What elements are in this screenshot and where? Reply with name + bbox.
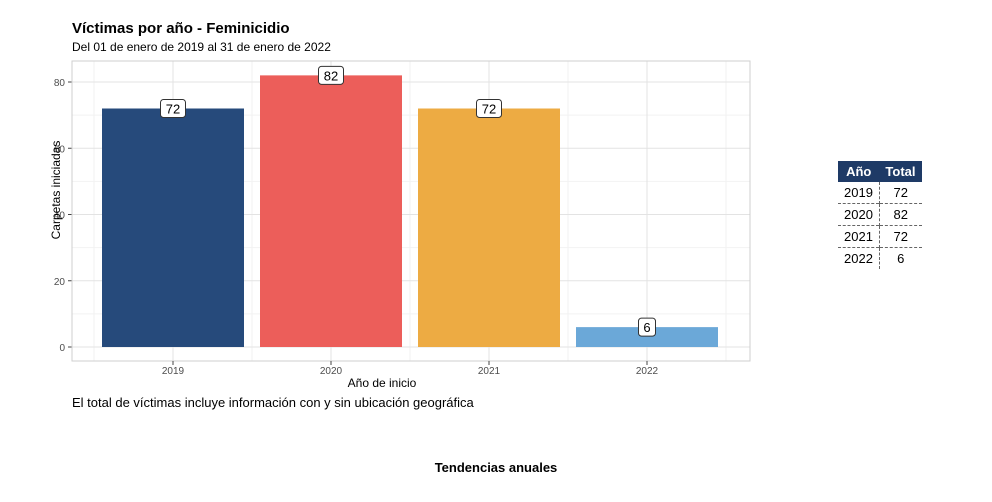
chart-title: Víctimas por año - Feminicidio <box>72 20 290 37</box>
summary-year: 2022 <box>838 247 880 269</box>
summary-row: 2020 82 <box>838 203 922 226</box>
summary-header-total: Total <box>879 161 922 182</box>
bar <box>260 75 402 347</box>
summary-year: 2020 <box>838 203 880 226</box>
x-tick-label: 2019 <box>162 366 185 377</box>
chart-caption: El total de víctimas incluye información… <box>72 395 474 410</box>
data-label: 72 <box>482 102 496 117</box>
y-tick-label: 0 <box>59 343 65 354</box>
data-label-box <box>160 99 186 118</box>
summary-header-row: Año Total <box>838 161 922 182</box>
plot-border <box>71 60 751 362</box>
y-axis-title: Carpetas iniciadas <box>49 141 63 240</box>
y-tick-label: 20 <box>54 277 66 288</box>
summary-total: 6 <box>879 247 922 269</box>
data-label: 6 <box>643 320 650 335</box>
bar <box>576 327 718 347</box>
summary-year: 2021 <box>838 225 880 248</box>
x-tick-label: 2020 <box>320 366 343 377</box>
data-label: 72 <box>166 102 180 117</box>
summary-year: 2019 <box>838 182 880 204</box>
summary-header-year: Año <box>838 161 880 182</box>
bar <box>102 108 244 347</box>
y-tick-label: 80 <box>54 78 66 89</box>
bar <box>418 108 560 347</box>
summary-total: 72 <box>879 225 922 248</box>
summary-total: 82 <box>879 203 922 226</box>
x-tick-label: 2021 <box>478 366 501 377</box>
summary-row: 2022 6 <box>838 247 922 269</box>
data-label-box <box>638 317 656 337</box>
summary-table: Año Total 2019 72 2020 82 2021 72 2022 6 <box>838 161 922 269</box>
summary-row: 2019 72 <box>838 182 922 204</box>
chart-subtitle: Del 01 de enero de 2019 al 31 de enero d… <box>72 40 331 54</box>
data-label-box <box>476 99 502 118</box>
summary-row: 2021 72 <box>838 225 922 248</box>
y-tick-label: 40 <box>54 211 66 222</box>
y-axis-title-wrap: Carpetas iniciadas <box>49 141 63 240</box>
page-footer-title: Tendencias anuales <box>434 460 558 475</box>
x-tick-label: 2022 <box>636 366 659 377</box>
summary-total: 72 <box>893 185 908 200</box>
data-label-box <box>318 65 344 85</box>
data-label: 82 <box>324 68 338 83</box>
y-tick-label: 60 <box>54 144 66 155</box>
x-axis-title: Año de inicio <box>347 376 417 390</box>
